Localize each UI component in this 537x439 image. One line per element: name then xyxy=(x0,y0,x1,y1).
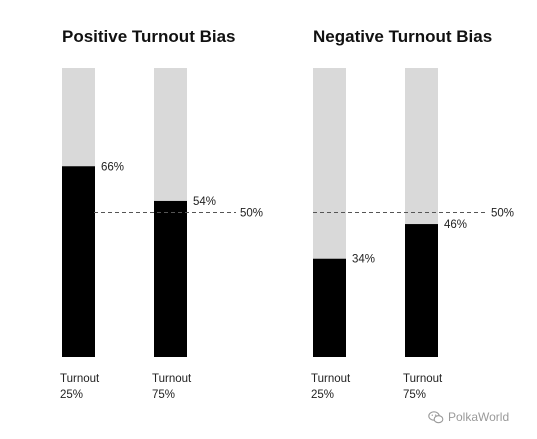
data-label: 34% xyxy=(352,254,375,266)
category-label: Turnout xyxy=(311,373,351,385)
watermark-text: PolkaWorld xyxy=(448,410,510,424)
category-label: Turnout xyxy=(60,373,100,385)
category-label: 25% xyxy=(60,389,83,401)
watermark: PolkaWorld xyxy=(428,410,509,424)
bar xyxy=(62,166,95,357)
data-label: 46% xyxy=(444,219,467,231)
bar xyxy=(154,200,187,357)
category-label: 75% xyxy=(403,389,426,401)
reference-label: 50% xyxy=(491,208,514,220)
category-label: 75% xyxy=(152,389,175,401)
bar xyxy=(313,258,346,357)
chart-title: Positive Turnout Bias xyxy=(62,27,236,46)
category-label: 25% xyxy=(311,389,334,401)
bar xyxy=(405,224,438,357)
data-label: 54% xyxy=(193,196,216,208)
category-label: Turnout xyxy=(403,373,443,385)
data-label: 66% xyxy=(101,161,124,173)
chart-title: Negative Turnout Bias xyxy=(313,27,492,46)
reference-label: 50% xyxy=(240,208,263,220)
wechat-icon xyxy=(428,410,444,423)
category-label: Turnout xyxy=(152,373,192,385)
